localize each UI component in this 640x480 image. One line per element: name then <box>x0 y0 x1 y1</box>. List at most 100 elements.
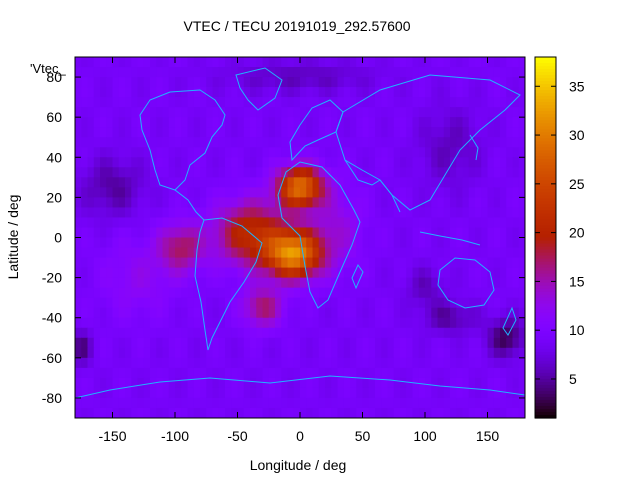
heatmap-cell <box>450 267 457 279</box>
heatmap-cell <box>450 357 457 369</box>
heatmap-cell <box>306 287 314 299</box>
heatmap-cell <box>81 137 89 148</box>
heatmap-cell <box>268 307 276 319</box>
heatmap-cell <box>225 257 232 269</box>
heatmap-cell <box>387 407 395 418</box>
heatmap-cell <box>218 97 226 108</box>
heatmap-cell <box>193 87 201 98</box>
heatmap-cell <box>468 387 476 399</box>
heatmap-cell <box>462 377 470 389</box>
heatmap-cell <box>200 227 207 239</box>
heatmap-cell <box>437 367 445 379</box>
heatmap-cell <box>412 277 420 289</box>
heatmap-cell <box>118 217 126 229</box>
heatmap-cell <box>175 87 182 98</box>
heatmap-cell <box>506 137 514 148</box>
heatmap-cell <box>250 207 257 219</box>
heatmap-cell <box>456 137 464 148</box>
heatmap-cell <box>162 317 170 329</box>
colorbar-segment <box>535 78 556 82</box>
colorbar-segment <box>535 204 556 209</box>
heatmap-cell <box>75 227 82 239</box>
heatmap-cell <box>143 397 151 409</box>
heatmap-cell <box>106 127 114 138</box>
heatmap-cell <box>475 327 482 339</box>
heatmap-cell <box>337 77 345 88</box>
heatmap-cell <box>75 127 82 138</box>
heatmap-cell <box>287 137 295 148</box>
heatmap-cell <box>325 67 332 78</box>
heatmap-cell <box>337 317 345 329</box>
heatmap-cell <box>393 397 401 409</box>
heatmap-cell <box>487 387 495 399</box>
heatmap-cell <box>287 317 295 329</box>
heatmap-cell <box>137 367 145 379</box>
heatmap-cell <box>493 297 501 309</box>
heatmap-cell <box>375 187 382 198</box>
heatmap-cell <box>393 237 401 249</box>
heatmap-cell <box>262 377 270 389</box>
heatmap-cell <box>93 177 101 188</box>
heatmap-cell <box>281 137 289 148</box>
heatmap-cell <box>318 157 326 168</box>
heatmap-cell <box>181 147 189 158</box>
heatmap-cell <box>131 287 139 299</box>
heatmap-cell <box>318 187 326 198</box>
heatmap-cell <box>437 397 445 409</box>
colorbar-tick-label: 35 <box>569 78 585 94</box>
heatmap-cell <box>306 77 314 88</box>
heatmap-cell <box>112 377 120 389</box>
colorbar-segment <box>535 261 556 266</box>
heatmap-cell <box>250 337 257 349</box>
heatmap-cell <box>450 97 457 108</box>
colorbar-segment <box>535 396 556 401</box>
heatmap-cell <box>262 187 270 198</box>
heatmap-cell <box>443 387 451 399</box>
heatmap-cell <box>118 117 126 128</box>
colorbar-segment <box>535 249 556 254</box>
heatmap-cell <box>350 207 357 219</box>
heatmap-cell <box>318 117 326 128</box>
heatmap-cell <box>387 267 395 279</box>
heatmap-cell <box>425 277 432 289</box>
heatmap-cell <box>387 67 395 78</box>
heatmap-cell <box>100 317 107 329</box>
heatmap-cell <box>137 127 145 138</box>
heatmap-cell <box>200 187 207 198</box>
heatmap-cell <box>506 277 514 289</box>
heatmap-cell <box>143 367 151 379</box>
heatmap-cell <box>181 307 189 319</box>
heatmap-cell <box>393 347 401 359</box>
heatmap-cell <box>306 107 314 118</box>
heatmap-cell <box>187 197 195 209</box>
heatmap-cell <box>81 207 89 219</box>
colorbar-segment <box>535 213 556 218</box>
heatmap-cell <box>243 307 251 319</box>
heatmap-cell <box>200 367 207 379</box>
heatmap-cell <box>206 337 214 349</box>
heatmap-cell <box>231 107 239 118</box>
heatmap-cell <box>375 257 382 269</box>
heatmap-cell <box>187 387 195 399</box>
heatmap-cell <box>206 77 214 88</box>
heatmap-cell <box>287 257 295 269</box>
heatmap-cell <box>381 377 389 389</box>
heatmap-cell <box>100 327 107 339</box>
heatmap-cell <box>350 197 357 209</box>
heatmap-cell <box>150 317 157 329</box>
heatmap-cell <box>250 407 257 418</box>
heatmap-cell <box>125 97 132 108</box>
heatmap-cell <box>450 337 457 349</box>
heatmap-cell <box>100 197 107 209</box>
heatmap-cell <box>193 307 201 319</box>
heatmap-cell <box>312 147 320 158</box>
heatmap-cell <box>487 87 495 98</box>
heatmap-cell <box>131 137 139 148</box>
heatmap-cell <box>306 237 314 249</box>
heatmap-cell <box>381 117 389 128</box>
heatmap-cell <box>312 187 320 198</box>
heatmap-cell <box>275 347 282 359</box>
heatmap-cell <box>125 397 132 409</box>
heatmap-cell <box>81 387 89 399</box>
colorbar-segment <box>535 354 556 359</box>
